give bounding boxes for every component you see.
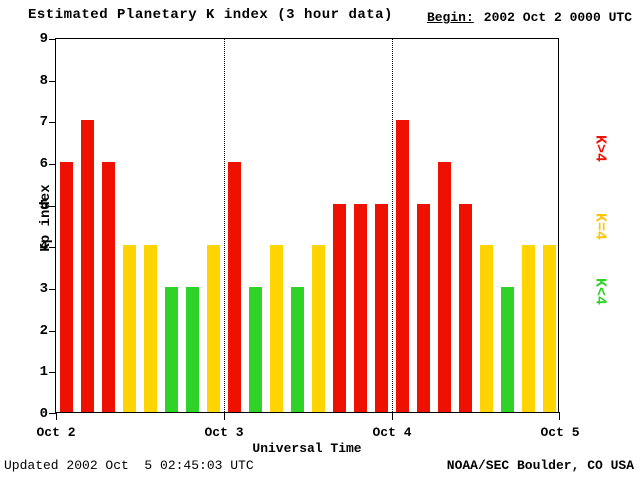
kp-bar bbox=[375, 203, 388, 412]
kp-bar bbox=[354, 203, 367, 412]
kp-bar bbox=[501, 287, 514, 412]
day-divider bbox=[224, 39, 225, 412]
y-tick bbox=[49, 330, 56, 332]
kp-bar bbox=[270, 245, 283, 412]
kp-bar bbox=[165, 287, 178, 412]
kp-bar bbox=[228, 162, 241, 412]
kp-bar bbox=[186, 287, 199, 412]
legend-item-k-gt-4: K>4 bbox=[591, 134, 609, 162]
kp-bar bbox=[480, 245, 493, 412]
y-tick-label: 1 bbox=[39, 364, 48, 381]
y-tick-label: 7 bbox=[39, 114, 48, 131]
x-tick bbox=[224, 412, 225, 420]
begin-value: 2002 Oct 2 0000 UTC bbox=[483, 10, 632, 25]
kp-bar bbox=[291, 287, 304, 412]
y-axis-label: Kp index bbox=[38, 184, 54, 252]
kp-bar bbox=[249, 287, 262, 412]
y-tick bbox=[49, 122, 56, 124]
begin-timestamp: Begin: 2002 Oct 2 0000 UTC bbox=[427, 10, 632, 25]
x-tick bbox=[392, 412, 393, 420]
y-tick-label: 8 bbox=[39, 72, 48, 89]
y-tick-label: 4 bbox=[39, 239, 48, 256]
kp-bar bbox=[459, 203, 472, 412]
kp-bar bbox=[81, 120, 94, 412]
y-tick-label: 2 bbox=[39, 322, 48, 339]
x-axis-label: Universal Time bbox=[252, 441, 362, 456]
y-tick bbox=[49, 39, 56, 40]
kp-bar bbox=[123, 245, 136, 412]
x-tick bbox=[56, 412, 57, 420]
y-tick bbox=[49, 205, 56, 207]
kp-bar bbox=[543, 245, 556, 412]
day-divider bbox=[392, 39, 393, 412]
x-tick-label: Oct 4 bbox=[372, 425, 412, 440]
chart-title: Estimated Planetary K index (3 hour data… bbox=[28, 7, 393, 23]
kp-bar bbox=[102, 162, 115, 412]
kp-bar bbox=[396, 120, 409, 412]
kp-bar bbox=[333, 203, 346, 412]
begin-label: Begin: bbox=[426, 10, 474, 25]
kp-bar bbox=[438, 162, 451, 412]
kp-bar bbox=[312, 245, 325, 412]
updated-timestamp: Updated 2002 Oct 5 02:45:03 UTC bbox=[4, 458, 254, 473]
y-tick-label: 9 bbox=[39, 31, 48, 47]
legend-item-k-eq-4: K=4 bbox=[591, 212, 609, 240]
x-tick-label: Oct 3 bbox=[204, 425, 244, 440]
legend-item-k-lt-4: K<4 bbox=[591, 277, 609, 305]
x-tick bbox=[559, 412, 560, 420]
kp-bar bbox=[522, 245, 535, 412]
y-tick bbox=[49, 247, 56, 249]
y-tick bbox=[49, 80, 56, 82]
y-tick-label: 6 bbox=[39, 156, 48, 172]
y-tick bbox=[49, 372, 56, 374]
kp-bar bbox=[144, 245, 157, 412]
y-tick-label: 0 bbox=[39, 406, 48, 422]
x-tick-label: Oct 2 bbox=[36, 425, 76, 440]
kp-bar bbox=[207, 245, 220, 412]
y-tick bbox=[49, 164, 56, 165]
y-tick-label: 3 bbox=[39, 281, 48, 297]
kp-bar bbox=[417, 203, 430, 412]
plot-area: 0 1 2 3 4 5 6 7 8 9 Oct 2 Oct 3 Oct 4 Oct 5 bbox=[36, 31, 579, 440]
y-tick-label: 5 bbox=[39, 197, 48, 214]
credit-text: NOAA/SEC Boulder, CO USA bbox=[446, 458, 634, 473]
kp-bar bbox=[60, 162, 73, 412]
y-tick bbox=[49, 413, 56, 414]
y-tick bbox=[49, 289, 56, 290]
x-tick-label: Oct 5 bbox=[540, 425, 580, 440]
